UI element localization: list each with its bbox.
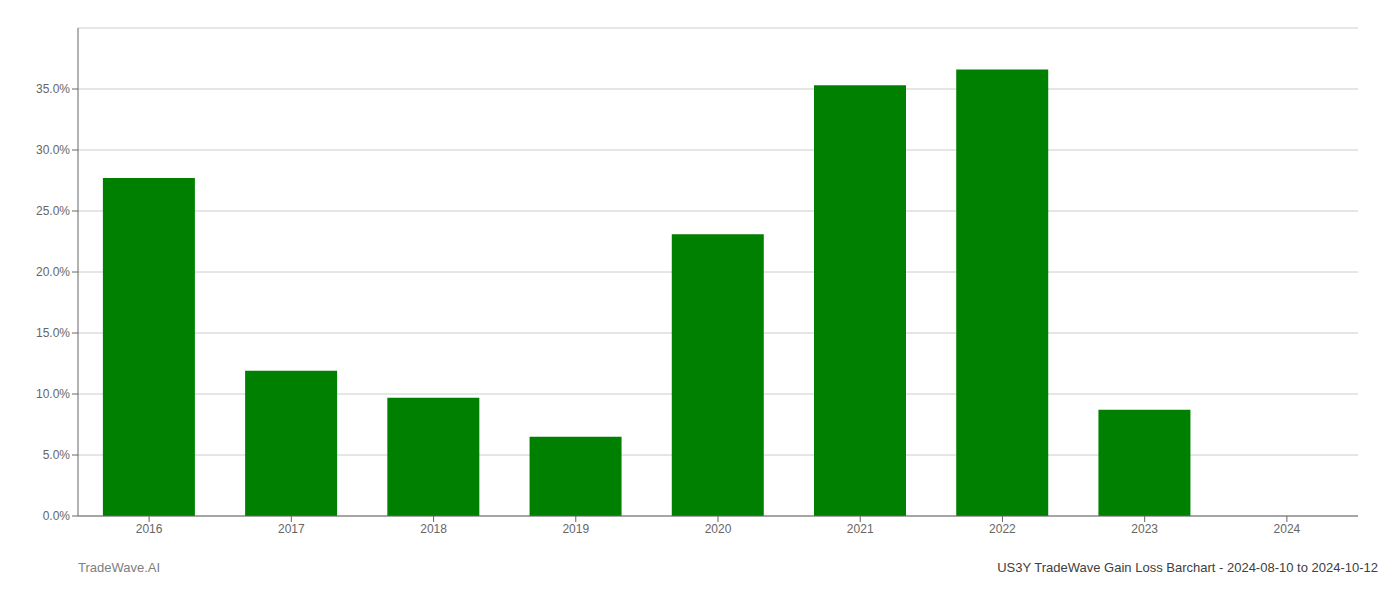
svg-text:20.0%: 20.0% bbox=[36, 265, 70, 279]
svg-text:5.0%: 5.0% bbox=[43, 448, 71, 462]
svg-text:0.0%: 0.0% bbox=[43, 509, 71, 523]
svg-text:2020: 2020 bbox=[705, 522, 732, 536]
html-text:US3Y TradeWave Gain Loss Barch: US3Y TradeWave Gain Loss Barchart - 2024… bbox=[997, 560, 1378, 575]
svg-text:2019: 2019 bbox=[562, 522, 589, 536]
svg-text:35.0%: 35.0% bbox=[36, 82, 70, 96]
svg-text:2021: 2021 bbox=[847, 522, 874, 536]
svg-text:2022: 2022 bbox=[989, 522, 1016, 536]
svg-text:30.0%: 30.0% bbox=[36, 143, 70, 157]
svg-text:2018: 2018 bbox=[420, 522, 447, 536]
svg-text:2023: 2023 bbox=[1131, 522, 1158, 536]
svg-text:10.0%: 10.0% bbox=[36, 387, 70, 401]
svg-text:2017: 2017 bbox=[278, 522, 305, 536]
svg-text:15.0%: 15.0% bbox=[36, 326, 70, 340]
html-text:TradeWave.AI: TradeWave.AI bbox=[78, 560, 161, 575]
svg-text:25.0%: 25.0% bbox=[36, 204, 70, 218]
svg-text:2016: 2016 bbox=[136, 522, 163, 536]
svg-text:2024: 2024 bbox=[1274, 522, 1301, 536]
